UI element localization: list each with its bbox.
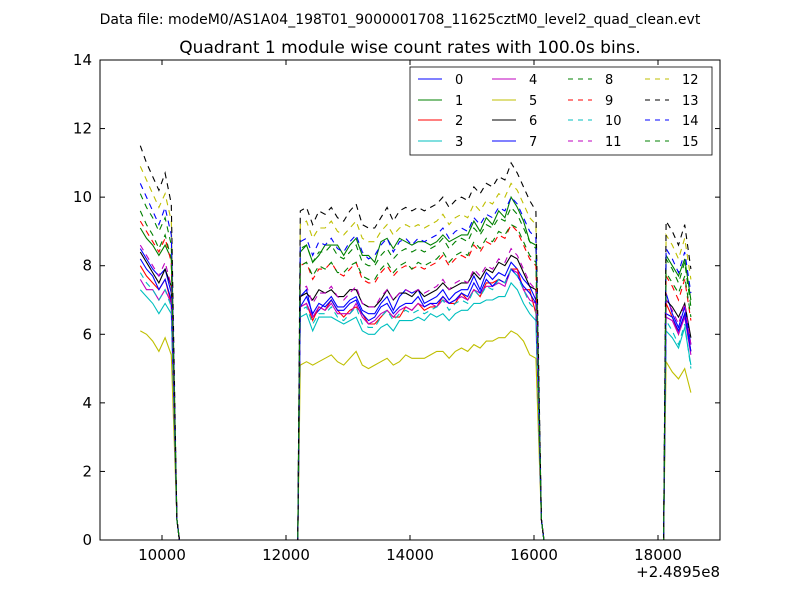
series-line-15: [139, 210, 692, 540]
series-line-12: [139, 166, 692, 540]
series-layer: [139, 145, 692, 540]
series-line-10: [139, 268, 692, 540]
y-tick-label: 10: [73, 188, 92, 206]
legend-label-12: 12: [682, 73, 699, 88]
series-line-13: [139, 145, 692, 540]
legend-label-5: 5: [529, 94, 537, 109]
y-tick-label: 4: [82, 394, 92, 412]
legend-label-14: 14: [682, 114, 699, 129]
y-tick-label: 0: [82, 531, 92, 549]
series-line-6: [139, 251, 692, 540]
series-line-9: [139, 220, 692, 540]
y-tick-label: 2: [82, 462, 92, 480]
legend-label-8: 8: [605, 73, 613, 88]
legend-box: [409, 66, 713, 156]
legend-label-15: 15: [682, 135, 699, 150]
series-line-1: [139, 195, 692, 540]
x-tick-label: 16000: [510, 546, 558, 564]
suptitle: Data file: modeM0/AS1A04_198T01_90000017…: [100, 12, 701, 28]
legend-label-4: 4: [529, 73, 537, 88]
series-line-11: [139, 244, 692, 540]
legend-label-10: 10: [605, 114, 622, 129]
y-tick-label: 8: [82, 257, 92, 275]
x-tick-label: 14000: [386, 546, 434, 564]
y-tick-label: 12: [73, 120, 92, 138]
x-tick-label: 12000: [262, 546, 310, 564]
series-line-7: [139, 258, 692, 540]
legend-label-1: 1: [455, 94, 463, 109]
x-tick-label: 10000: [138, 546, 186, 564]
y-tick-label: 6: [82, 325, 92, 343]
y-tick-label: 14: [73, 51, 92, 69]
series-line-3: [139, 281, 692, 540]
legend-label-0: 0: [455, 73, 463, 88]
legend-label-2: 2: [455, 114, 463, 129]
series-line-8: [139, 193, 692, 540]
legend-label-11: 11: [605, 135, 622, 150]
x-tick-label: 18000: [634, 546, 682, 564]
legend-label-9: 9: [605, 94, 613, 109]
series-line-14: [139, 183, 692, 540]
legend-label-7: 7: [529, 135, 537, 150]
x-offset-label: +2.4895e8: [636, 563, 720, 581]
x-axis: 10000 12000 14000 16000 18000: [138, 60, 682, 564]
legend-label-6: 6: [529, 114, 537, 129]
legend-label-3: 3: [455, 135, 463, 150]
chart-title: Quadrant 1 module wise count rates with …: [179, 38, 640, 58]
series-line-4: [139, 268, 692, 540]
legend-label-13: 13: [682, 94, 699, 109]
series-line-5: [140, 330, 692, 540]
